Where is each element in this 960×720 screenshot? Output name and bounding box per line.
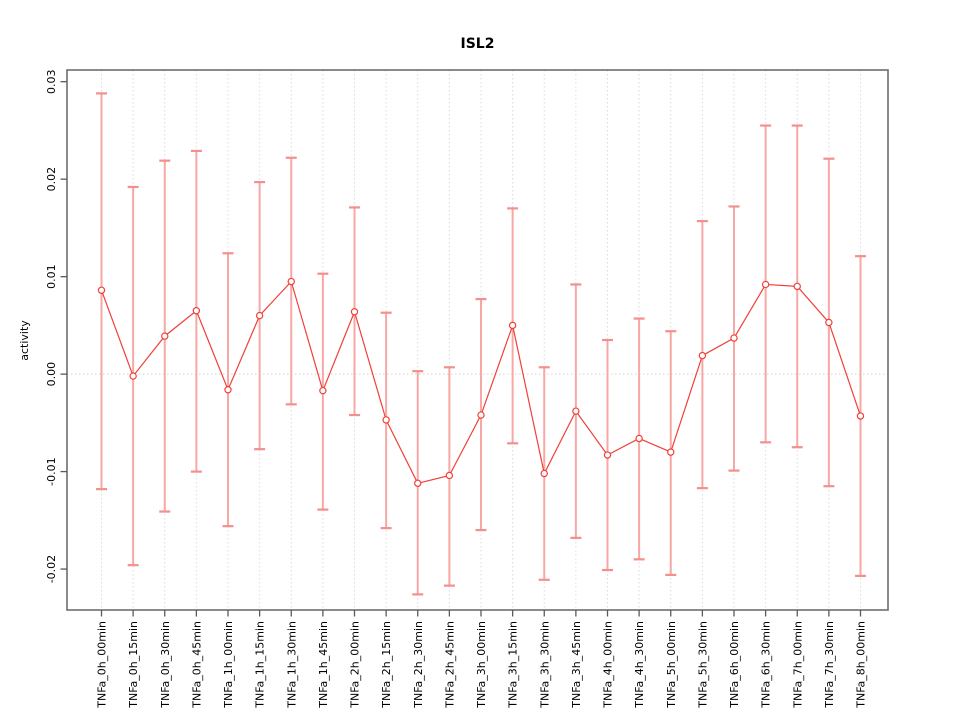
data-point xyxy=(856,412,865,420)
x-tick-label: TNFa_2h_45min xyxy=(443,621,456,709)
x-tick-label: TNFa_7h_00min xyxy=(791,621,804,709)
x-tick-label: TNFa_4h_30min xyxy=(633,621,646,709)
data-point xyxy=(508,321,517,330)
data-point xyxy=(97,286,106,294)
data-point xyxy=(445,471,454,480)
x-tick-label: TNFa_8h_00min xyxy=(855,621,868,709)
data-point xyxy=(825,318,833,327)
chart-title: ISL2 xyxy=(460,36,495,52)
gridlines xyxy=(67,70,888,610)
data-point xyxy=(319,386,327,395)
x-tick-label: TNFa_0h_45min xyxy=(190,621,203,709)
data-point xyxy=(414,479,422,487)
x-tick-label: TNFa_1h_45min xyxy=(317,621,330,709)
x-axis: TNFa_0h_00min TNFa_0h_15min TNFa_0h_30min T… xyxy=(96,610,868,709)
data-point xyxy=(224,386,232,394)
data-point xyxy=(477,411,485,419)
data-point xyxy=(761,280,770,289)
y-tick-label: -0.02 xyxy=(45,555,58,583)
y-tick-label: 0.01 xyxy=(45,264,58,289)
data-point xyxy=(350,308,359,316)
x-tick-label: TNFa_0h_30min xyxy=(159,621,172,709)
data-point xyxy=(698,351,707,360)
x-tick-label: TNFa_3h_00min xyxy=(475,621,488,709)
y-tick-label: -0.01 xyxy=(45,457,58,485)
x-tick-label: TNFa_2h_00min xyxy=(349,621,362,709)
data-point xyxy=(161,332,169,340)
x-tick-label: TNFa_0h_15min xyxy=(127,621,140,709)
x-tick-label: TNFa_1h_30min xyxy=(285,621,298,709)
x-tick-label: TNFa_4h_00min xyxy=(602,621,615,709)
y-tick-label: 0.03 xyxy=(45,69,58,94)
x-tick-label: TNFa_3h_45min xyxy=(570,621,583,709)
data-point xyxy=(603,451,612,459)
data-point xyxy=(540,469,548,478)
data-point xyxy=(572,407,580,415)
x-tick-label: TNFa_7h_30min xyxy=(823,621,836,709)
data-point xyxy=(382,416,390,424)
data-point xyxy=(255,311,264,320)
y-tick-label: 0.02 xyxy=(45,167,58,192)
data-point xyxy=(287,277,295,286)
data-point xyxy=(730,334,738,342)
x-tick-label: TNFa_2h_15min xyxy=(380,621,393,709)
x-tick-label: TNFa_3h_30min xyxy=(538,621,551,709)
y-tick-label: 0.00 xyxy=(45,362,58,387)
x-tick-label: TNFa_5h_00min xyxy=(665,621,678,709)
markers xyxy=(97,277,865,487)
x-tick-label: TNFa_2h_30min xyxy=(412,621,425,709)
data-point xyxy=(192,307,201,315)
x-tick-label: TNFa_0h_00min xyxy=(96,621,109,709)
x-tick-label: TNFa_5h_30min xyxy=(696,621,709,709)
data-point xyxy=(635,434,643,443)
error-bars xyxy=(96,92,866,596)
x-tick-label: TNFa_1h_00min xyxy=(222,621,235,709)
x-tick-label: TNFa_1h_15min xyxy=(254,621,267,709)
data-point xyxy=(793,282,801,291)
plot-box xyxy=(66,69,889,611)
x-tick-label: TNFa_3h_15min xyxy=(507,621,520,709)
x-tick-label: TNFa_6h_30min xyxy=(760,621,773,709)
x-tick-label: TNFa_6h_00min xyxy=(728,621,741,709)
data-point xyxy=(129,372,137,380)
data-point xyxy=(667,448,675,456)
y-axis: -0.02 -0.01 0.00 0.01 0.02 0.03 xyxy=(45,69,67,583)
